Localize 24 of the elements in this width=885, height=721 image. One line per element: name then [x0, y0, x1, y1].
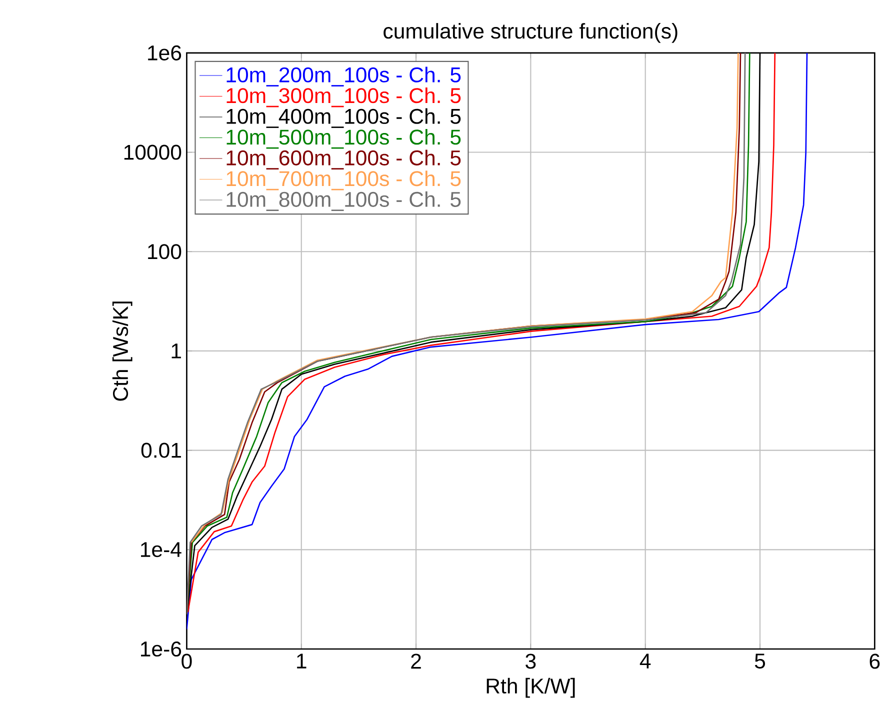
- legend-label: 10m_600m_100s - Ch. 5: [226, 150, 461, 170]
- y-tick-label: 1: [172, 344, 181, 358]
- x-tick-label: 2: [411, 654, 421, 669]
- x-tick-label: 4: [640, 654, 651, 668]
- legend-label: 10m_200m_100s - Ch. 5: [226, 66, 461, 86]
- legend-label: 10m_800m_100s - Ch. 5: [226, 191, 461, 212]
- x-tick-label: 0: [182, 654, 192, 669]
- x-tick-label: 5: [754, 654, 766, 669]
- legend-label: 10m_400m_100s - Ch. 5: [226, 108, 461, 128]
- x-tick-label: 6: [870, 654, 880, 669]
- y-tick-label: 10000: [124, 144, 182, 160]
- y-tick-label: 1e6: [148, 45, 182, 61]
- y-axis-title: Cth [Ws/K]: [112, 302, 132, 401]
- x-axis-title: Rth [K/W]: [486, 678, 575, 698]
- y-tick-label: 1e-6: [141, 642, 182, 657]
- legend-label: 10m_700m_100s - Ch. 5: [226, 170, 461, 190]
- y-tick-label: 1e-4: [141, 542, 182, 558]
- x-tick-label: 1: [297, 654, 306, 668]
- legend-label: 10m_500m_100s - Ch. 5: [226, 129, 461, 149]
- x-tick-label: 3: [526, 654, 536, 669]
- y-tick-label: 0.01: [141, 442, 181, 458]
- legend-label: 10m_300m_100s - Ch. 5: [226, 88, 461, 108]
- chart-title: cumulative structure function(s): [384, 23, 678, 43]
- y-tick-label: 100: [148, 244, 182, 260]
